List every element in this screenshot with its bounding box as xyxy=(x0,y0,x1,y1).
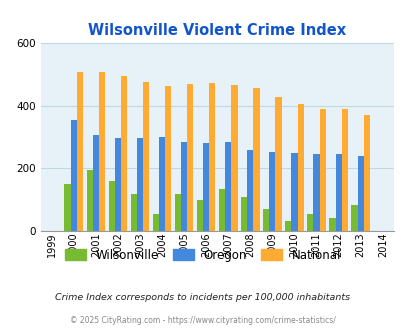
Bar xyxy=(297,104,303,231)
Bar xyxy=(209,83,215,231)
Bar xyxy=(196,200,202,231)
Bar xyxy=(351,205,357,231)
Bar xyxy=(284,221,291,231)
Bar xyxy=(357,156,363,231)
Bar xyxy=(307,214,313,231)
Bar xyxy=(121,76,127,231)
Bar xyxy=(130,194,136,231)
Bar xyxy=(225,142,231,231)
Bar xyxy=(86,170,92,231)
Bar xyxy=(319,109,325,231)
Bar xyxy=(108,182,115,231)
Bar xyxy=(99,72,105,231)
Bar xyxy=(275,97,281,231)
Bar xyxy=(152,214,158,231)
Bar xyxy=(313,154,319,231)
Bar xyxy=(328,218,335,231)
Text: Crime Index corresponds to incidents per 100,000 inhabitants: Crime Index corresponds to incidents per… xyxy=(55,292,350,302)
Bar xyxy=(115,138,121,231)
Bar xyxy=(262,209,269,231)
Title: Wilsonville Violent Crime Index: Wilsonville Violent Crime Index xyxy=(88,22,345,38)
Bar xyxy=(175,194,181,231)
Bar xyxy=(341,109,347,231)
Bar xyxy=(231,85,237,231)
Bar xyxy=(363,115,369,231)
Bar xyxy=(253,88,259,231)
Bar xyxy=(202,143,209,231)
Bar xyxy=(335,154,341,231)
Bar xyxy=(187,84,193,231)
Bar xyxy=(64,184,70,231)
Bar xyxy=(92,135,99,231)
Bar xyxy=(70,120,77,231)
Bar xyxy=(247,150,253,231)
Bar xyxy=(181,142,187,231)
Bar xyxy=(269,152,275,231)
Text: © 2025 CityRating.com - https://www.cityrating.com/crime-statistics/: © 2025 CityRating.com - https://www.city… xyxy=(70,316,335,325)
Bar xyxy=(136,138,143,231)
Bar xyxy=(241,197,247,231)
Bar xyxy=(77,72,83,231)
Legend: Wilsonville, Oregon, National: Wilsonville, Oregon, National xyxy=(60,244,345,266)
Bar xyxy=(218,189,225,231)
Bar xyxy=(158,137,165,231)
Bar xyxy=(291,153,297,231)
Bar xyxy=(143,82,149,231)
Bar xyxy=(165,86,171,231)
